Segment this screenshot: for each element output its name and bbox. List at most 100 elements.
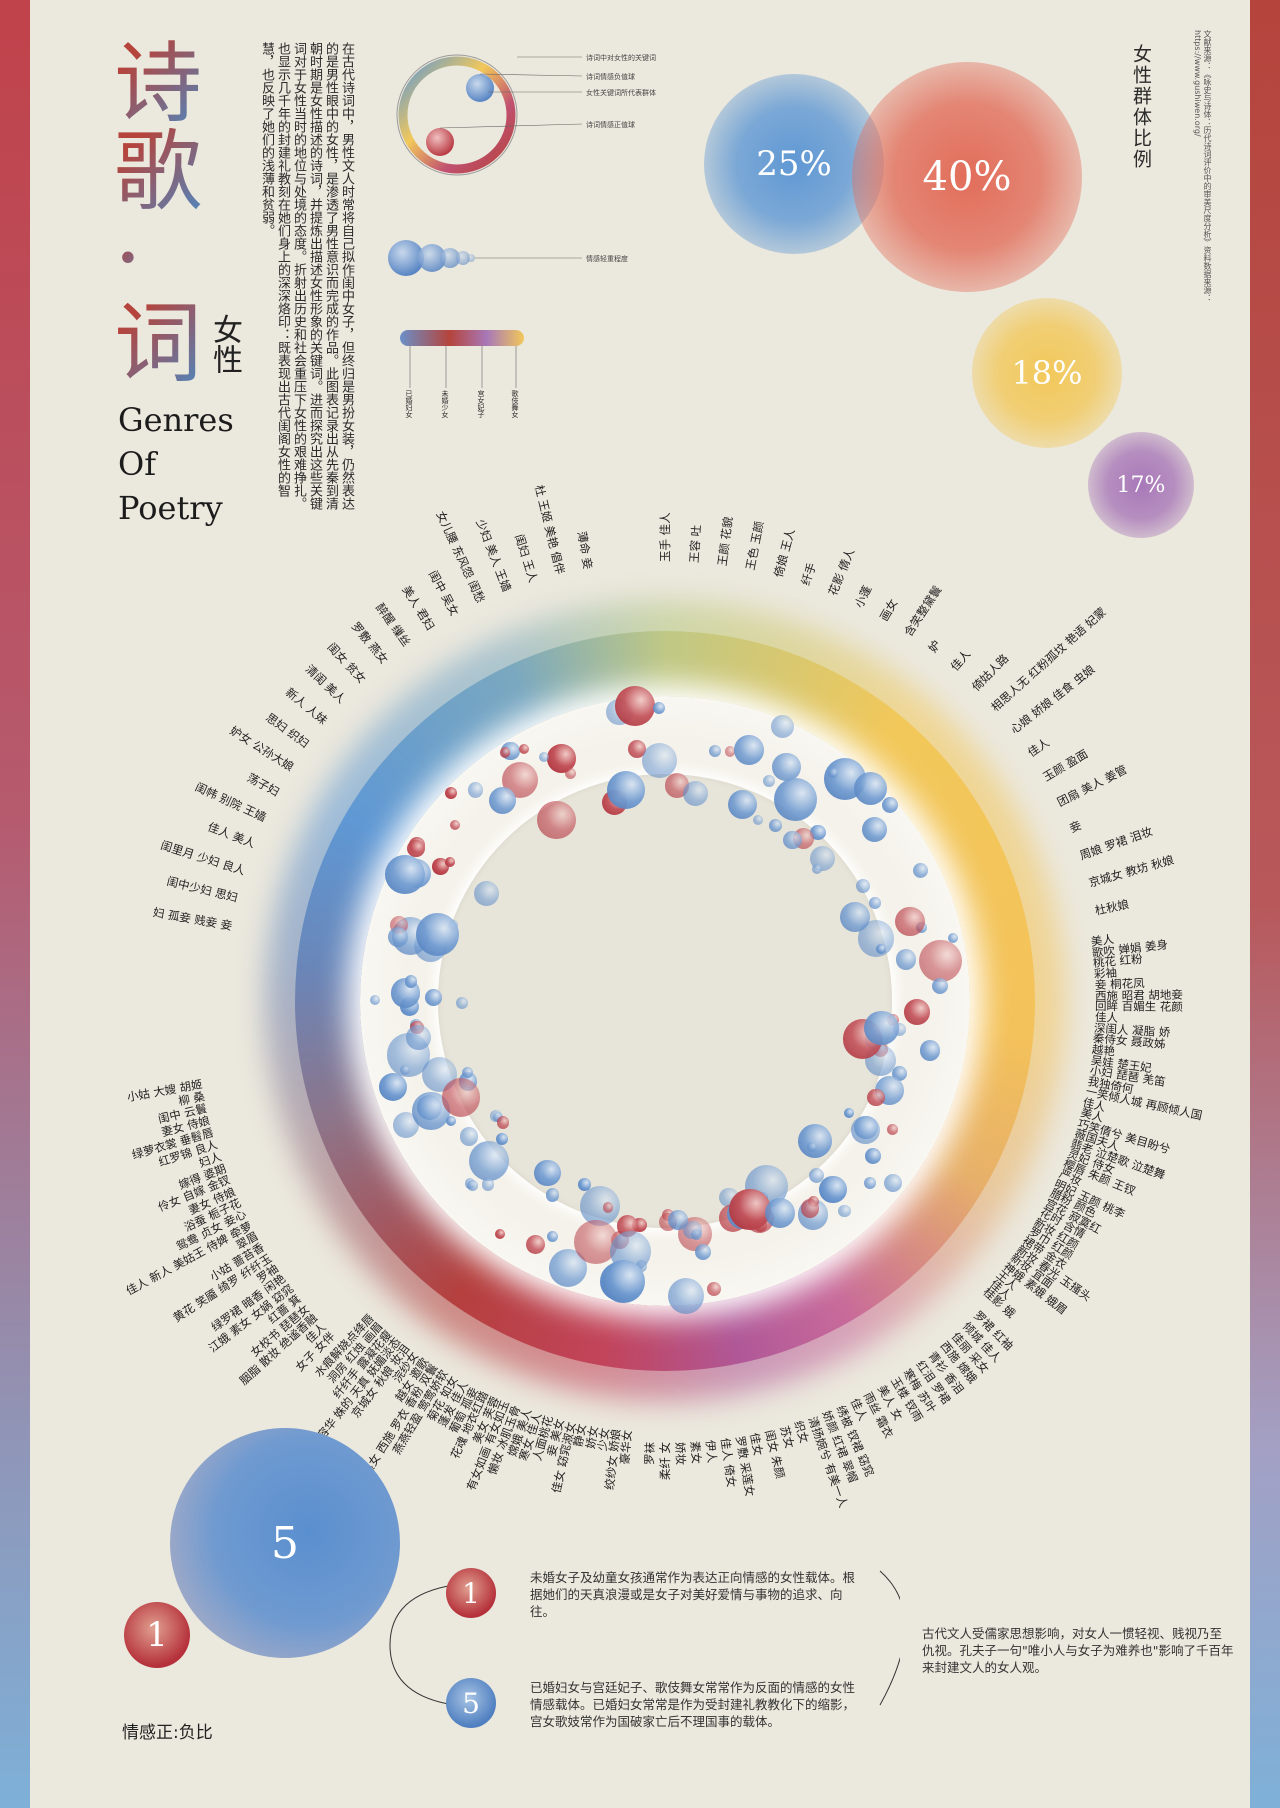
negative-ratio-circle: 5 (170, 1428, 400, 1658)
title-char-ci: 词 (114, 292, 203, 395)
legend-group-maiden: 未婚少女 (441, 390, 449, 418)
positive-emotion-bubble (884, 1173, 903, 1193)
title-dot: · (114, 206, 142, 309)
positive-emotion-bubble (838, 1205, 851, 1218)
keyword-topright: 纤手 (798, 560, 820, 588)
legend-label-negative: 诗词情感负值球 (586, 73, 635, 81)
positive-emotion-bubble (416, 913, 460, 957)
positive-emotion-bubble (578, 1177, 592, 1191)
keyword-topleft: 薄命 妾 (575, 529, 596, 570)
legend-group-courtesan: 歌伎舞女 (511, 390, 519, 418)
positive-emotion-bubble (461, 1066, 473, 1078)
positive-emotion-bubble (474, 880, 499, 906)
positive-emotion-bubble (947, 933, 958, 943)
keyword-topright: 王颜 花貌 (714, 515, 736, 567)
positive-emotion-bubble (811, 864, 822, 875)
ratio-label-25: 25% (756, 144, 832, 184)
negative-emotion-bubble (526, 1234, 546, 1254)
negative-emotion-bubble (407, 839, 425, 857)
positive-emotion-bubble (840, 902, 871, 933)
keyword-topleft: 妇 孤妾 贱妾 妾 (151, 904, 233, 933)
positive-emotion-bubble (683, 781, 708, 807)
positive-emotion-bubble (695, 1243, 712, 1260)
positive-emotion-bubble (547, 1231, 558, 1243)
positive-emotion-bubble (828, 767, 839, 778)
positive-emotion-bubble (771, 752, 801, 782)
positive-emotion-bubble (863, 1176, 876, 1189)
positive-emotion-bubble (387, 927, 408, 948)
ratio-circle-18: 18% (972, 298, 1122, 448)
positive-ratio-circle: 1 (124, 1602, 190, 1668)
keyword-bottomright: 柔纤 女 (657, 1441, 672, 1481)
negative-emotion-bubble (724, 746, 736, 757)
positive-emotion-bubble (919, 1040, 941, 1061)
positive-emotion-bubble (425, 989, 443, 1007)
main-wheel (255, 591, 1075, 1411)
positive-emotion-bubble (881, 797, 898, 814)
left-gradient-bar (0, 0, 30, 1808)
negative-emotion-bubble (615, 686, 655, 726)
negative-emotion-bubble (867, 1089, 885, 1107)
ratio-caption: 情感正:负比 (122, 1723, 213, 1743)
positive-emotion-bubble (771, 715, 795, 738)
negative-emotion-bubble (564, 768, 576, 780)
ratio-circle-17: 17% (1088, 432, 1194, 538)
title-char-shi: 诗 (114, 32, 203, 135)
positive-emotion-bubble (728, 789, 758, 819)
title-en-of: Of (118, 445, 157, 483)
negative-emotion-bubble (918, 939, 962, 983)
negative-emotion-bubble (904, 999, 930, 1025)
positive-emotion-bubble (456, 996, 468, 1009)
positive-emotion-bubble (601, 1259, 645, 1303)
positive-emotion-bubble (469, 1141, 510, 1182)
negative-emotion-bubble (449, 819, 461, 831)
positive-emotion-bubble (667, 1277, 705, 1315)
positive-emotion-bubble (482, 1178, 495, 1191)
positive-ratio-number: 1 (146, 1615, 168, 1655)
positive-emotion-bubble (579, 1185, 621, 1227)
keyword-topleft: 闺妇 王人 (512, 532, 541, 585)
positive-emotion-bubble (855, 878, 870, 893)
positive-emotion-bubble (385, 854, 425, 895)
positive-emotion-bubble (607, 770, 646, 809)
title-sub-nvxing: 女性 (207, 314, 242, 374)
positive-emotion-bubble (545, 1188, 560, 1202)
negative-emotion-bubble (519, 743, 530, 754)
negative-emotion-bubble (496, 1116, 510, 1129)
positive-emotion-bubble (895, 949, 917, 970)
positive-emotion-bubble (763, 774, 775, 787)
positive-emotion-bubble (864, 1010, 900, 1046)
positive-emotion-bubble (783, 830, 802, 850)
item2-circle: 5 (446, 1678, 496, 1728)
title-char-ge: 歌 (114, 120, 203, 223)
ratio-label-18: 18% (1011, 354, 1083, 392)
positive-emotion-bubble (734, 735, 765, 765)
negative-emotion-bubble (444, 857, 455, 868)
ratio-label-17: 17% (1116, 472, 1166, 498)
negative-emotion-bubble (895, 907, 925, 937)
positive-emotion-bubble (406, 1025, 431, 1050)
legend-label-group: 女性关键词所代表群体 (586, 89, 656, 97)
right-gradient-bar (1250, 0, 1280, 1808)
legend-label-positive: 诗词情感正值球 (586, 121, 635, 129)
positive-emotion-bubble (682, 1220, 702, 1240)
positive-emotion-bubble (932, 978, 949, 995)
legend-graphic (388, 54, 583, 388)
positive-emotion-bubble (798, 1123, 833, 1159)
negative-emotion-bubble (729, 1188, 771, 1231)
positive-emotion-bubble (861, 816, 888, 842)
positive-emotion-bubble (876, 943, 887, 955)
legend-group-palace: 宫女妃子 (477, 390, 485, 418)
negative-ratio-number: 5 (271, 1517, 299, 1569)
ratio-circle-40: 40% (852, 62, 1082, 292)
summary-text: 古代文人受儒家思想影响，对女人一惯轻视、贱视乃至仇视。孔夫子一句"唯小人与女子为… (922, 1626, 1234, 1675)
positive-emotion-bubble (399, 1065, 410, 1076)
item2-text: 已婚妇女与宫廷妃子、歌伎舞女常常作为反面的情感的女性情感载体。已婚妇女常常是作为… (530, 1680, 856, 1729)
positive-emotion-bubble (405, 975, 418, 988)
negative-emotion-bubble (444, 786, 457, 799)
intro-text: 在古代诗词中，男性文人时常将自己拟作闺中女子，但终归是男扮女装，仍然表达的是男性… (259, 42, 354, 510)
emotion-bubbles (255, 591, 1075, 1411)
positive-emotion-bubble (773, 777, 818, 822)
positive-emotion-bubble (853, 772, 887, 806)
